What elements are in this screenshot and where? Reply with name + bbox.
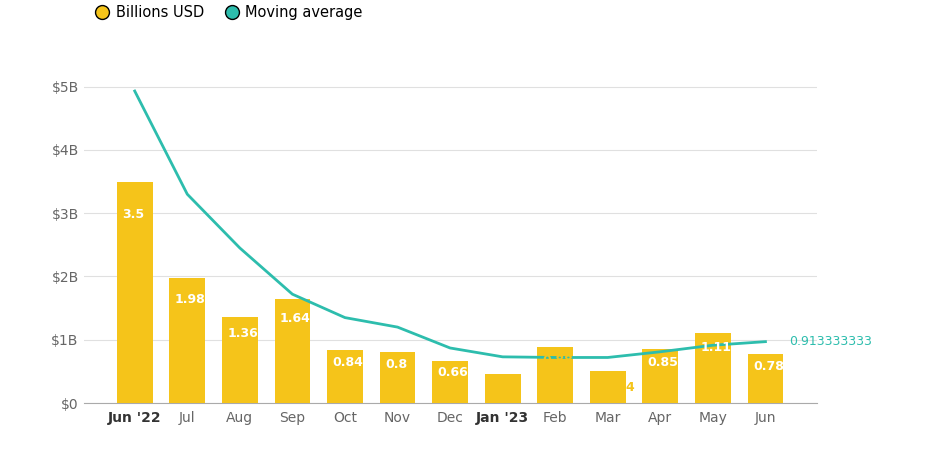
- Bar: [747, 354, 782, 403]
- Text: 0.88: 0.88: [542, 354, 573, 367]
- Text: 0.84: 0.84: [332, 356, 363, 369]
- Text: 1.11: 1.11: [700, 341, 730, 354]
- Text: 0.8: 0.8: [385, 359, 407, 371]
- Text: 1.64: 1.64: [280, 312, 311, 325]
- Bar: [694, 333, 730, 403]
- Bar: [222, 317, 258, 403]
- Bar: [379, 352, 415, 403]
- Bar: [590, 371, 625, 403]
- Text: 0.78: 0.78: [752, 360, 783, 373]
- Bar: [274, 299, 310, 403]
- Text: 0.504: 0.504: [594, 381, 634, 394]
- Bar: [537, 347, 573, 403]
- Text: 1.36: 1.36: [227, 327, 258, 340]
- Text: 1.98: 1.98: [174, 293, 205, 306]
- Bar: [117, 181, 152, 403]
- Text: 0.46: 0.46: [489, 383, 520, 396]
- Bar: [641, 349, 678, 403]
- Bar: [432, 361, 467, 403]
- Text: 3.5: 3.5: [122, 208, 145, 221]
- Text: 0.85: 0.85: [647, 356, 678, 369]
- Bar: [170, 278, 205, 403]
- Text: 0.913333333: 0.913333333: [788, 335, 871, 348]
- Legend: Billions USD, Moving average: Billions USD, Moving average: [91, 0, 367, 26]
- Bar: [484, 374, 520, 403]
- Bar: [326, 350, 362, 403]
- Text: 0.66: 0.66: [438, 366, 468, 379]
